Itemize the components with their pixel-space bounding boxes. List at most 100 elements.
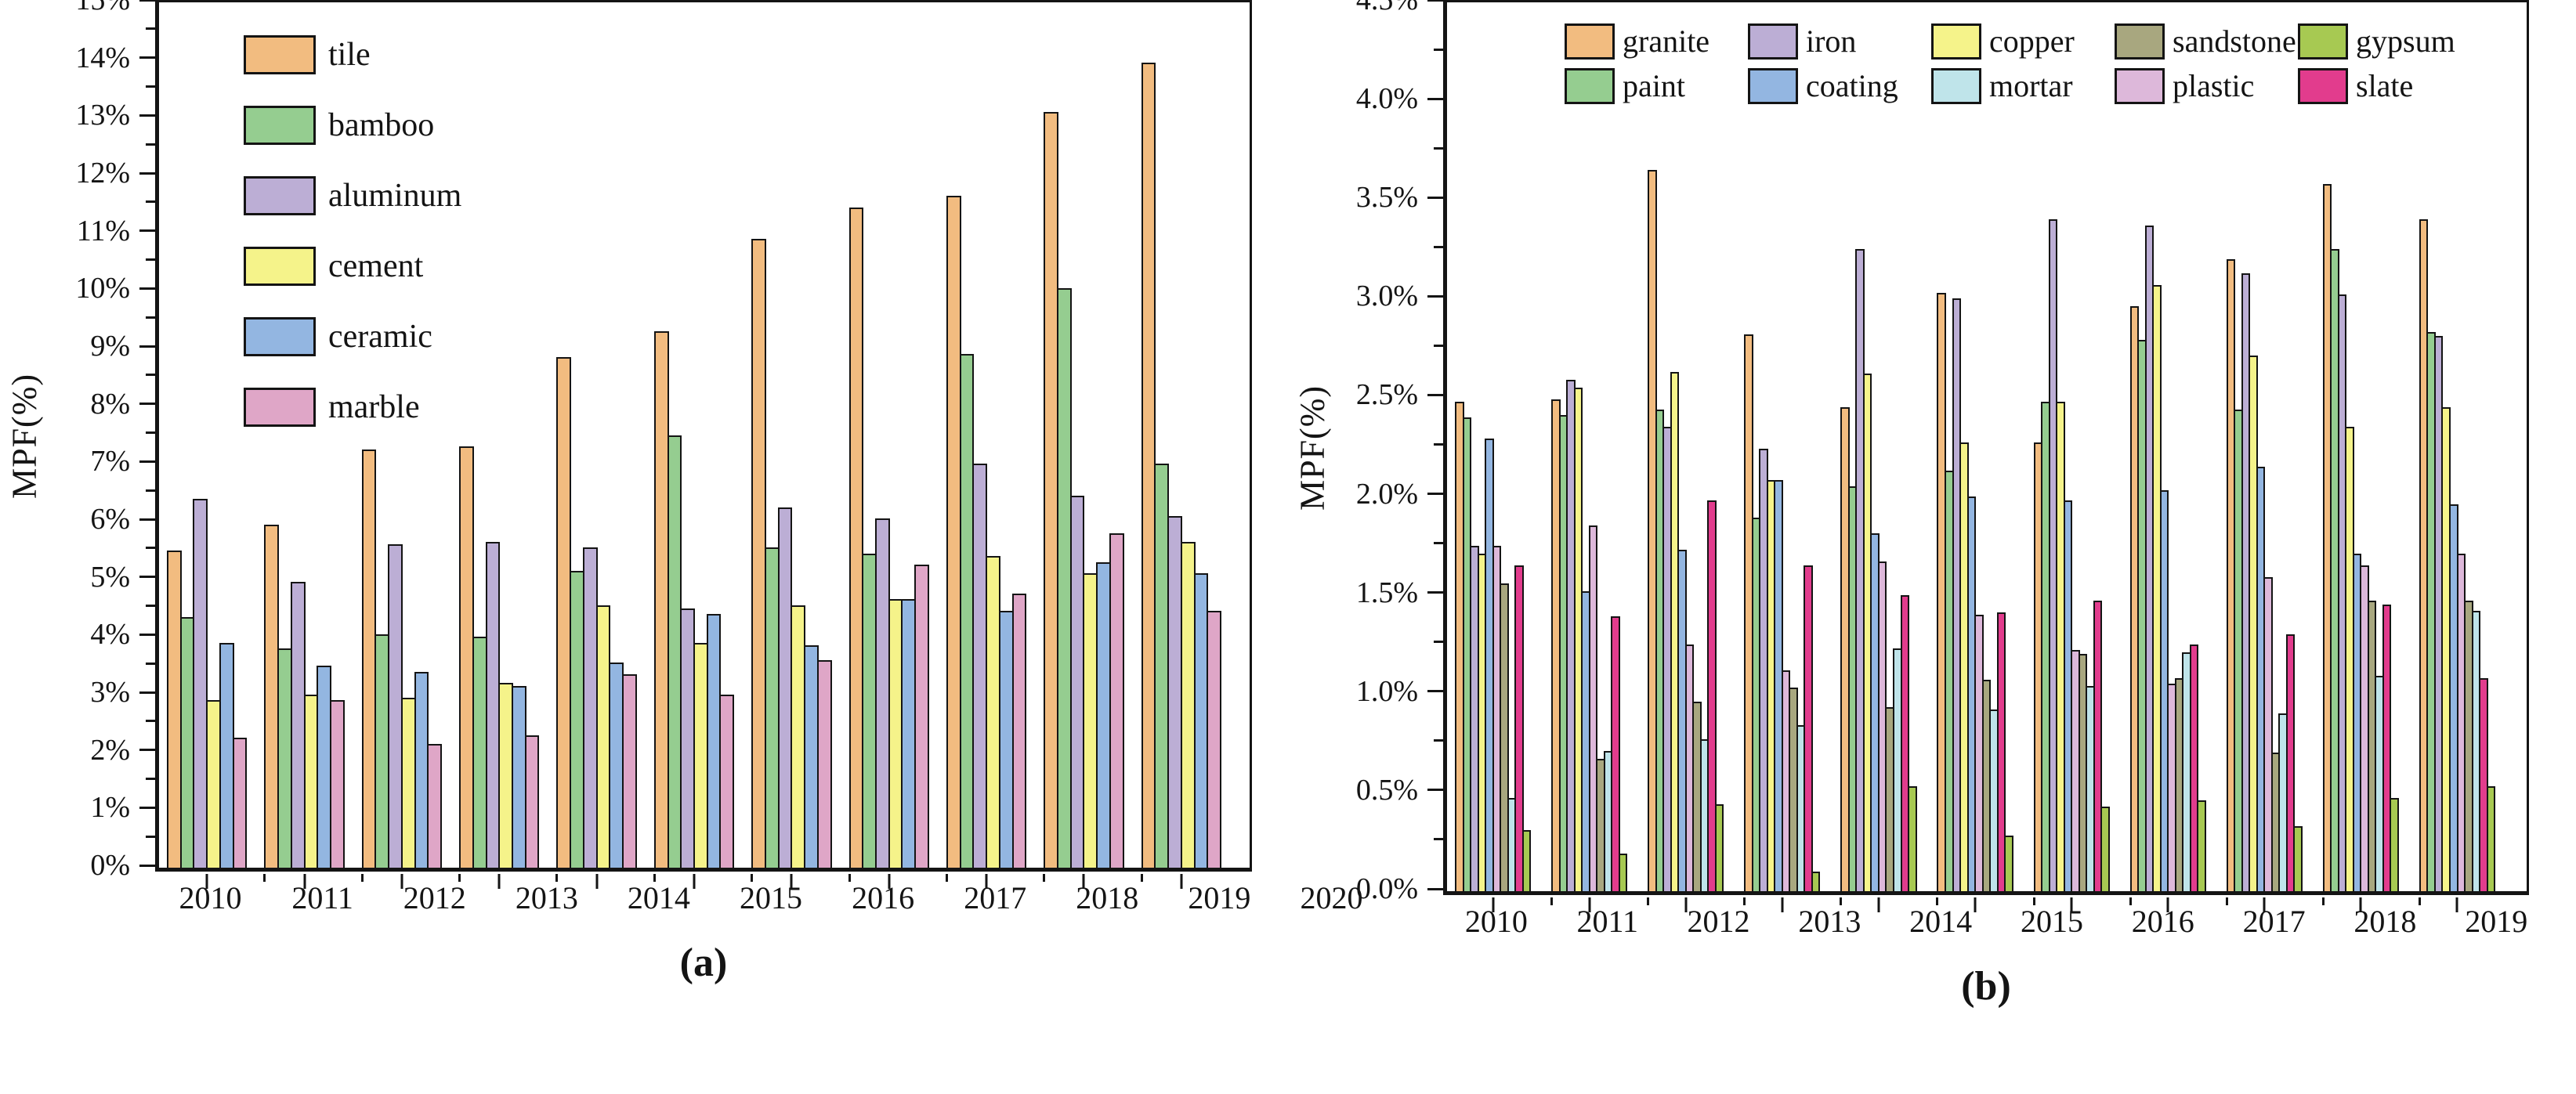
y-tick-label: 7% bbox=[90, 445, 130, 478]
x-tick-minor bbox=[653, 874, 656, 882]
bar-marble-2010 bbox=[232, 738, 248, 868]
y-tick-major bbox=[139, 172, 155, 175]
bar-gypsum-2017 bbox=[2197, 800, 2206, 891]
legend-swatch-plastic bbox=[2115, 67, 2165, 104]
y-tick-minor bbox=[146, 27, 155, 31]
legend-label-bamboo: bamboo bbox=[328, 107, 435, 143]
y-tick-major bbox=[139, 633, 155, 636]
y-tick-label: 2% bbox=[90, 733, 130, 767]
bar-groups-a bbox=[159, 2, 1250, 889]
bar-marble-2014 bbox=[622, 674, 637, 868]
x-tick-label-2020: 2020 bbox=[2562, 903, 2576, 940]
x-axis-labels-a: 2010 2011 2012 2013 2014 2015 2016 2017 2018 2019… bbox=[155, 872, 1407, 916]
x-tick-major bbox=[1877, 897, 1880, 912]
bar-gypsum-2012 bbox=[1714, 804, 1724, 891]
legend-swatch-iron bbox=[1748, 23, 1798, 60]
legend-swatch-coating bbox=[1748, 67, 1798, 104]
y-axis-title-gutter-b: MPF(%) bbox=[1288, 0, 1337, 895]
dual-bar-chart-figure: MPF(%) 0% 1% 2% 3% 4% 5% 6% 7% 8% 9% 10% 11% 12% 13% 1… bbox=[0, 0, 2576, 1009]
legend-item-sandstone: sandstone bbox=[2115, 23, 2296, 60]
year-group-2019 bbox=[2322, 2, 2421, 912]
y-tick-label: 0% bbox=[90, 849, 130, 882]
x-tick-label-2019: 2019 bbox=[1188, 880, 1251, 915]
bar-marble-2018 bbox=[1011, 594, 1027, 868]
y-tick-major bbox=[139, 864, 155, 867]
y-tick-minor bbox=[146, 605, 155, 607]
year-group-2010 bbox=[1455, 2, 1554, 912]
x-tick-major bbox=[1781, 897, 1784, 912]
plot-area-b: granite iron copper sandstone gypsum paint coa… bbox=[1443, 0, 2529, 912]
y-axis-title-gutter-a: MPF(%) bbox=[0, 0, 49, 872]
y-axis-title-a: MPF(%) bbox=[5, 373, 44, 499]
year-group-2012 bbox=[1648, 2, 1746, 912]
y-tick-minor bbox=[1434, 48, 1443, 51]
x-tick-minor bbox=[2321, 897, 2325, 905]
legend-swatch-mortar bbox=[1931, 67, 1981, 104]
bar-marble-2017 bbox=[914, 565, 929, 868]
legend-item-aluminum: aluminum bbox=[244, 176, 461, 215]
y-tick-label: 1.0% bbox=[1355, 674, 1418, 708]
year-group-2017 bbox=[848, 2, 948, 889]
y-tick-label: 4% bbox=[90, 618, 130, 652]
bar-marble-2012 bbox=[427, 743, 443, 868]
year-group-2016 bbox=[2033, 2, 2132, 912]
x-tick-minor bbox=[458, 874, 461, 882]
legend-label-sandstone: sandstone bbox=[2173, 23, 2296, 59]
y-tick-label: 11% bbox=[76, 214, 130, 247]
x-tick-major bbox=[497, 874, 501, 889]
legend-label-aluminum: aluminum bbox=[328, 178, 462, 214]
y-tick-label: 8% bbox=[90, 387, 130, 421]
bar-gypsum-2016 bbox=[2100, 806, 2110, 891]
legend-a: tile bamboo aluminum cement ceramic marble bbox=[244, 35, 461, 458]
x-tick-minor bbox=[751, 874, 754, 882]
y-tick-major bbox=[1427, 294, 1443, 298]
x-tick-label-2010: 2010 bbox=[179, 880, 242, 915]
bar-gypsum-2014 bbox=[1908, 786, 1917, 891]
bar-slate-2012 bbox=[1707, 500, 1717, 891]
x-tick-major bbox=[1180, 874, 1183, 889]
y-tick-minor bbox=[146, 662, 155, 665]
year-group-2013 bbox=[459, 2, 559, 889]
y-tick-label: 2.5% bbox=[1355, 378, 1418, 412]
x-tick-label-2011: 2011 bbox=[291, 880, 353, 915]
bar-gypsum-2011 bbox=[1618, 854, 1628, 891]
legend-label-granite: granite bbox=[1623, 23, 1710, 59]
legend-label-tile: tile bbox=[328, 37, 371, 73]
legend-swatch-sandstone bbox=[2115, 23, 2165, 60]
year-group-2013 bbox=[1744, 2, 1843, 912]
y-tick-minor bbox=[146, 200, 155, 204]
year-group-2020 bbox=[2419, 2, 2516, 912]
x-tick-major bbox=[400, 874, 403, 889]
x-tick-minor bbox=[1936, 897, 1939, 905]
x-tick-minor bbox=[360, 874, 364, 882]
legend-label-cement: cement bbox=[328, 248, 424, 284]
bar-slate-2020 bbox=[2479, 677, 2488, 891]
x-tick-major bbox=[595, 874, 599, 889]
y-tick-minor bbox=[146, 547, 155, 550]
legend-item-coating: coating bbox=[1748, 67, 1919, 104]
x-tick-minor bbox=[555, 874, 559, 882]
bar-gypsum-2010 bbox=[1521, 829, 1532, 891]
x-tick-major bbox=[303, 874, 306, 889]
x-tick-label-2012: 2012 bbox=[1687, 904, 1750, 939]
y-tick-label: 15% bbox=[75, 0, 130, 16]
bar-gypsum-2015 bbox=[2004, 836, 2013, 891]
x-tick-major bbox=[205, 874, 208, 889]
legend-item-copper: copper bbox=[1931, 23, 2102, 60]
year-group-2011 bbox=[1551, 2, 1650, 912]
panel-b: MPF(%) 0.0% 0.5% 1.0% 1.5% 2.0% 2.5% 3.0% 3.5% 4… bbox=[1288, 0, 2576, 1009]
bar-slate-2017 bbox=[2189, 644, 2199, 891]
legend-swatch-slate bbox=[2298, 67, 2348, 104]
y-tick-label: 4.0% bbox=[1355, 82, 1418, 116]
legend-label-ceramic: ceramic bbox=[328, 319, 432, 355]
legend-label-copper: copper bbox=[1989, 23, 2075, 59]
legend-label-coating: coating bbox=[1806, 68, 1898, 103]
y-tick-major bbox=[139, 403, 155, 406]
x-tick-minor bbox=[945, 874, 948, 882]
x-tick-major bbox=[2359, 897, 2362, 912]
legend-item-granite: granite bbox=[1565, 23, 1735, 60]
y-tick-major bbox=[1427, 887, 1443, 890]
y-tick-label: 5% bbox=[90, 560, 130, 594]
x-tick-label-2019: 2019 bbox=[2465, 904, 2528, 939]
y-tick-minor bbox=[146, 720, 155, 723]
